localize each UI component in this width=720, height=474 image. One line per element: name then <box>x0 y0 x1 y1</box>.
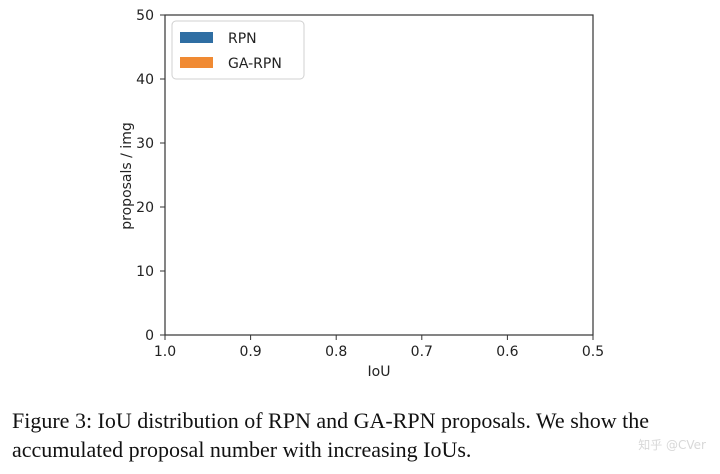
x-tick-label: 1.0 <box>154 344 176 360</box>
x-tick-label: 0.8 <box>325 344 347 360</box>
legend-swatch-ga-rpn <box>180 57 213 68</box>
legend-label-ga-rpn: GA-RPN <box>228 56 282 72</box>
x-tick-label: 0.6 <box>496 344 518 360</box>
legend-label-rpn: RPN <box>228 31 257 47</box>
y-tick-label: 50 <box>136 8 154 24</box>
watermark: 知乎 @CVer <box>638 438 706 452</box>
figure-caption: Figure 3: IoU distribution of RPN and GA… <box>12 408 650 462</box>
plot-frame <box>164 14 594 336</box>
x-tick-label: 0.5 <box>582 344 604 360</box>
plot-area: 0 10 20 30 40 50 1.0 0.9 0.8 0.7 0.6 0.5 <box>136 8 604 360</box>
legend-swatch-rpn <box>180 32 213 43</box>
iou-distribution-chart: 0 10 20 30 40 50 1.0 0.9 0.8 0.7 0.6 0.5 proposals … <box>119 8 604 380</box>
x-tick-label: 0.9 <box>239 344 261 360</box>
legend: RPN GA-RPN <box>171 20 305 80</box>
y-tick-label: 20 <box>136 200 154 216</box>
y-tick-label: 10 <box>136 264 154 280</box>
x-axis-label: IoU <box>368 364 391 380</box>
y-tick-label: 0 <box>145 328 154 344</box>
y-axis-label: proposals / img <box>119 122 135 229</box>
x-tick-label: 0.7 <box>411 344 433 360</box>
y-tick-label: 40 <box>136 72 154 88</box>
y-tick-label: 30 <box>136 136 154 152</box>
